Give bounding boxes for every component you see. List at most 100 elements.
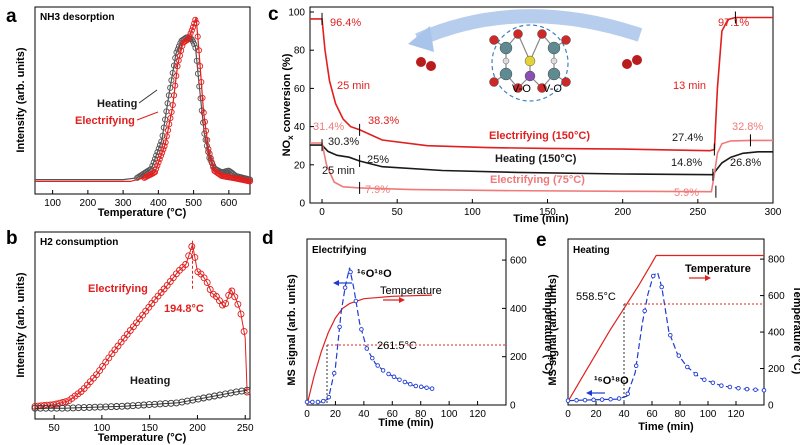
panel-d-xticks: 0 20 40 60 80 100 120 bbox=[304, 401, 486, 420]
data-point bbox=[185, 252, 193, 260]
data-point bbox=[243, 386, 251, 394]
panel-a-xticks: 100 200 300 400 500 600 bbox=[44, 190, 238, 209]
data-point bbox=[161, 143, 168, 150]
label-38-3: 38.3% bbox=[368, 115, 399, 127]
panel-a-markers-electrifying bbox=[141, 16, 254, 185]
data-point bbox=[565, 398, 571, 403]
panel-e-label: e bbox=[536, 230, 547, 251]
data-point bbox=[337, 324, 342, 330]
data-point bbox=[408, 381, 413, 387]
panel-e-xticks: 0 20 40 60 80 100 120 bbox=[565, 401, 745, 420]
data-point bbox=[744, 386, 750, 392]
data-point bbox=[58, 404, 66, 412]
data-point bbox=[192, 16, 199, 23]
data-point bbox=[685, 364, 690, 370]
legend-electrifying-75: Electrifying (75°C) bbox=[490, 174, 585, 186]
data-point bbox=[203, 142, 210, 149]
panel-d-series-ms bbox=[307, 267, 433, 403]
data-point bbox=[370, 355, 375, 361]
panel-b-frame bbox=[34, 231, 251, 420]
atom bbox=[561, 35, 571, 45]
xtick-label: 60 bbox=[387, 409, 399, 420]
panel-a-frame bbox=[34, 6, 251, 195]
panel-e-temp-label: Temperature bbox=[685, 263, 751, 275]
panel-e-temp-arrow-head bbox=[705, 275, 711, 281]
data-point bbox=[199, 94, 206, 101]
xtick-label: 100 bbox=[464, 207, 481, 218]
panel-c-interval-marks bbox=[321, 11, 751, 198]
data-point bbox=[159, 149, 166, 156]
panel-b-series-electrifying bbox=[34, 244, 248, 407]
panel-e-annotation: 558.5°C bbox=[576, 291, 616, 303]
data-point bbox=[151, 169, 159, 176]
panel-b-ylabel: Intensity (arb. units) bbox=[15, 272, 27, 377]
xtick-label: 60 bbox=[646, 409, 658, 420]
data-point bbox=[134, 401, 142, 409]
data-point bbox=[761, 388, 767, 393]
data-point bbox=[113, 403, 121, 410]
panel-b-legend-heating: Heating bbox=[130, 375, 170, 387]
data-point bbox=[164, 127, 172, 134]
data-point bbox=[413, 383, 419, 389]
panel-b-series-heating bbox=[35, 389, 248, 409]
data-point bbox=[315, 399, 321, 405]
panel-c-series-electrifying-75 bbox=[310, 139, 773, 193]
data-point bbox=[228, 287, 236, 295]
data-point bbox=[36, 404, 44, 412]
vo-label-2: V-O bbox=[543, 83, 562, 95]
panel-a-ylabel: Intensity (arb. units) bbox=[15, 47, 27, 152]
data-point bbox=[616, 396, 622, 401]
data-point bbox=[167, 115, 174, 122]
atom bbox=[537, 83, 547, 93]
xtick-label: 20 bbox=[590, 409, 602, 420]
ytick-label: 40 bbox=[294, 122, 306, 133]
flow-arrow-head bbox=[408, 26, 434, 52]
y2tick-label: 400 bbox=[768, 328, 785, 339]
xtick-label: 250 bbox=[237, 423, 254, 434]
data-point bbox=[364, 346, 370, 351]
label-31-4: 31.4% bbox=[313, 121, 344, 133]
atom bbox=[550, 57, 558, 65]
data-point bbox=[702, 377, 707, 382]
y2tick-label: 200 bbox=[768, 364, 785, 375]
panel-b-markers-electrifying bbox=[31, 243, 251, 410]
panel-e-xlabel: Time (min) bbox=[638, 421, 694, 433]
atom bbox=[489, 77, 499, 87]
label-27-4: 27.4% bbox=[672, 132, 703, 144]
panel-b-markers-heating bbox=[31, 386, 251, 412]
panel-b: b H2 consumption 50 100 150 200 250 Temperat… bbox=[6, 228, 254, 444]
panel-a-legend-heating: Heating bbox=[97, 98, 137, 110]
panel-d-ylabel: MS signal (arb. units) bbox=[286, 274, 298, 386]
data-point bbox=[170, 92, 178, 99]
atom bbox=[502, 57, 510, 65]
data-point bbox=[169, 69, 176, 76]
data-point bbox=[237, 310, 245, 318]
data-point bbox=[238, 387, 246, 395]
xtick-label: 80 bbox=[415, 409, 427, 420]
data-point bbox=[191, 253, 199, 261]
data-point bbox=[140, 401, 148, 409]
data-point bbox=[753, 387, 758, 392]
data-point bbox=[198, 78, 205, 86]
data-point bbox=[174, 46, 181, 53]
data-point bbox=[676, 353, 682, 358]
data-point bbox=[157, 152, 164, 159]
xtick-label: 250 bbox=[689, 207, 706, 218]
panel-e-markers-ms bbox=[565, 273, 767, 403]
ytick-label: 80 bbox=[294, 46, 306, 57]
data-point bbox=[160, 146, 167, 153]
data-point bbox=[234, 300, 242, 308]
ytick-label: 60 bbox=[294, 84, 306, 95]
label-25min-black: 25 min bbox=[322, 165, 355, 177]
ytick-label: 20 bbox=[294, 160, 306, 171]
atom bbox=[547, 67, 561, 81]
data-point bbox=[197, 63, 204, 70]
data-point bbox=[42, 404, 50, 412]
data-point bbox=[574, 398, 579, 403]
data-point bbox=[168, 77, 175, 84]
data-point bbox=[326, 394, 332, 400]
atom bbox=[513, 83, 523, 93]
xtick-label: 300 bbox=[115, 198, 132, 209]
data-point bbox=[693, 371, 699, 377]
